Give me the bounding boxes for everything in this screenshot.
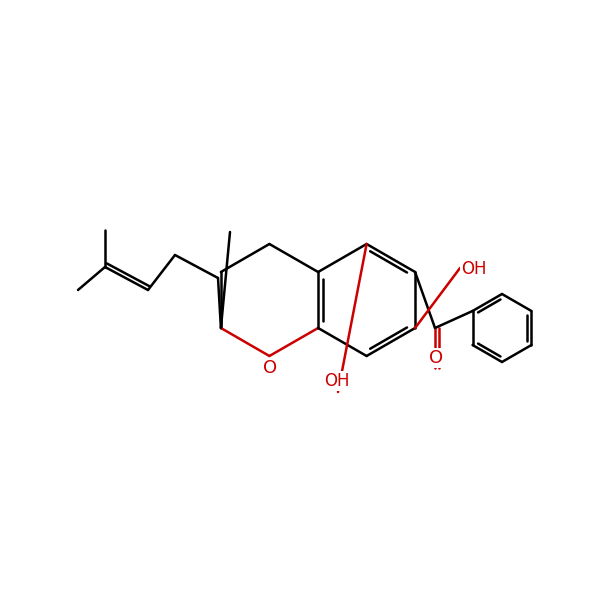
Text: O: O <box>263 359 277 377</box>
Text: O: O <box>429 349 443 367</box>
Text: OH: OH <box>461 260 487 278</box>
Text: OH: OH <box>324 372 350 390</box>
